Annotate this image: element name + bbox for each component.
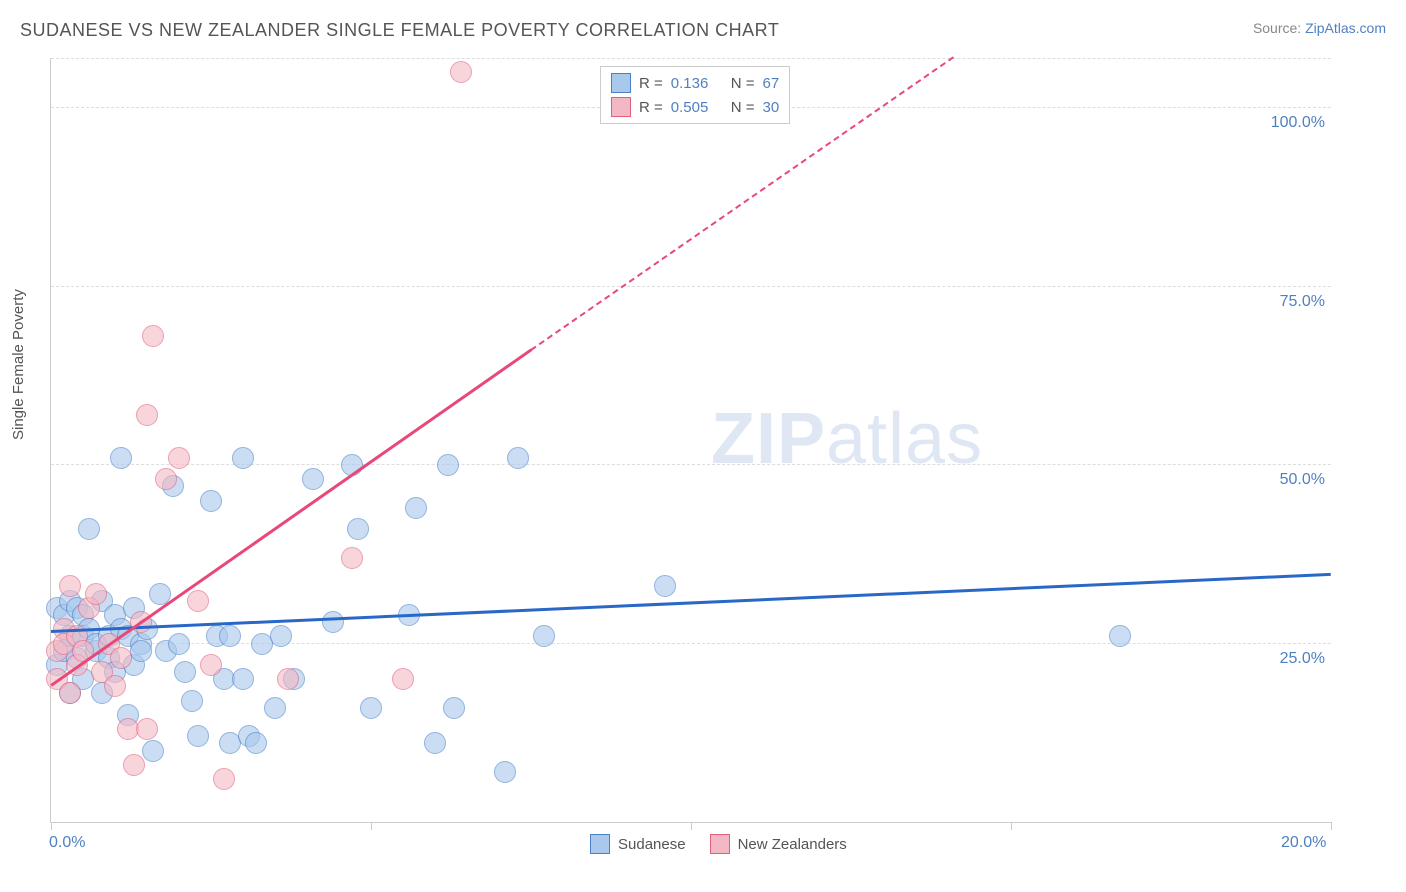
data-point-sudanese: [174, 661, 196, 683]
r-value: 0.136: [671, 75, 723, 92]
data-point-newzealanders: [123, 754, 145, 776]
series-legend: Sudanese New Zealanders: [590, 832, 847, 856]
data-point-newzealanders: [136, 718, 158, 740]
data-point-sudanese: [302, 468, 324, 490]
r-label: R =: [639, 99, 663, 116]
x-tick: [1011, 822, 1012, 830]
data-point-newzealanders: [200, 654, 222, 676]
data-point-sudanese: [507, 447, 529, 469]
r-value: 0.505: [671, 99, 723, 116]
data-point-sudanese: [360, 697, 382, 719]
data-point-sudanese: [494, 761, 516, 783]
data-point-newzealanders: [59, 682, 81, 704]
data-point-newzealanders: [142, 325, 164, 347]
data-point-sudanese: [187, 725, 209, 747]
n-value: 67: [763, 75, 780, 92]
stats-legend-row: R = 0.505 N = 30: [611, 95, 779, 119]
data-point-sudanese: [533, 625, 555, 647]
data-point-newzealanders: [59, 575, 81, 597]
source-prefix: Source:: [1253, 20, 1305, 36]
data-point-newzealanders: [85, 583, 107, 605]
chart-source: Source: ZipAtlas.com: [1253, 20, 1386, 36]
x-tick: [51, 822, 52, 830]
data-point-sudanese: [1109, 625, 1131, 647]
data-point-sudanese: [322, 611, 344, 633]
chart-header: SUDANESE VS NEW ZEALANDER SINGLE FEMALE …: [20, 20, 1386, 50]
r-label: R =: [639, 75, 663, 92]
legend-swatch: [710, 834, 730, 854]
data-point-sudanese: [245, 732, 267, 754]
data-point-sudanese: [264, 697, 286, 719]
data-point-newzealanders: [213, 768, 235, 790]
data-point-newzealanders: [187, 590, 209, 612]
gridline: [51, 643, 1331, 644]
watermark: ZIPatlas: [711, 398, 983, 480]
data-point-sudanese: [443, 697, 465, 719]
series-legend-label: Sudanese: [618, 836, 686, 853]
y-tick-label: 50.0%: [1280, 471, 1325, 489]
x-tick-label: 20.0%: [1281, 834, 1326, 852]
chart-title: SUDANESE VS NEW ZEALANDER SINGLE FEMALE …: [20, 20, 779, 40]
data-point-sudanese: [405, 497, 427, 519]
source-link[interactable]: ZipAtlas.com: [1305, 20, 1386, 36]
watermark-zip: ZIP: [711, 399, 826, 479]
x-tick: [371, 822, 372, 830]
data-point-newzealanders: [104, 675, 126, 697]
data-point-sudanese: [168, 633, 190, 655]
legend-swatch: [611, 73, 631, 93]
y-tick-label: 100.0%: [1271, 114, 1325, 132]
y-tick-label: 75.0%: [1280, 293, 1325, 311]
legend-swatch: [611, 97, 631, 117]
data-point-newzealanders: [341, 547, 363, 569]
scatter-plot-area: ZIPatlas 25.0%50.0%75.0%100.0%0.0%20.0%: [50, 58, 1331, 823]
data-point-sudanese: [130, 640, 152, 662]
gridline: [51, 286, 1331, 287]
data-point-sudanese: [654, 575, 676, 597]
legend-swatch: [590, 834, 610, 854]
stats-legend: R = 0.136 N = 67 R = 0.505 N = 30: [600, 66, 790, 124]
data-point-sudanese: [181, 690, 203, 712]
n-label: N =: [731, 99, 755, 116]
trend-line: [51, 573, 1331, 633]
gridline-top: [51, 58, 1331, 59]
data-point-newzealanders: [136, 404, 158, 426]
data-point-sudanese: [424, 732, 446, 754]
x-tick-label: 0.0%: [49, 834, 85, 852]
series-legend-label: New Zealanders: [738, 836, 847, 853]
stats-legend-row: R = 0.136 N = 67: [611, 71, 779, 95]
x-tick: [1331, 822, 1332, 830]
data-point-newzealanders: [392, 668, 414, 690]
series-legend-item: Sudanese: [590, 832, 686, 856]
series-legend-item: New Zealanders: [710, 832, 847, 856]
data-point-sudanese: [200, 490, 222, 512]
data-point-sudanese: [110, 447, 132, 469]
data-point-sudanese: [437, 454, 459, 476]
data-point-sudanese: [232, 447, 254, 469]
x-tick: [691, 822, 692, 830]
watermark-atlas: atlas: [826, 399, 983, 479]
y-tick-label: 25.0%: [1280, 650, 1325, 668]
data-point-sudanese: [232, 668, 254, 690]
data-point-newzealanders: [168, 447, 190, 469]
data-point-sudanese: [78, 518, 100, 540]
data-point-sudanese: [142, 740, 164, 762]
data-point-newzealanders: [155, 468, 177, 490]
data-point-newzealanders: [277, 668, 299, 690]
n-label: N =: [731, 75, 755, 92]
data-point-sudanese: [347, 518, 369, 540]
data-point-newzealanders: [110, 647, 132, 669]
n-value: 30: [763, 99, 780, 116]
data-point-sudanese: [219, 625, 241, 647]
data-point-sudanese: [270, 625, 292, 647]
data-point-newzealanders: [450, 61, 472, 83]
y-axis-title: Single Female Poverty: [10, 289, 27, 440]
